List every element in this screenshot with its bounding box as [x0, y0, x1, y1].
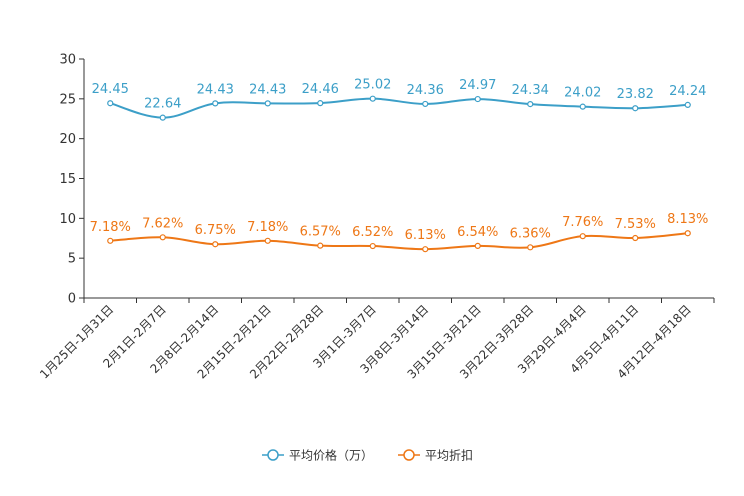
series-layer: 24.45 22.64 24.43 24.43 24.46 25.02 24.36 24.97… — [90, 78, 708, 253]
legend-marker-icon — [267, 449, 279, 461]
y-tick-label: 15 — [59, 172, 76, 187]
data-label: 23.82 — [617, 87, 654, 102]
x-tick-label: 1月25日-1月31日 — [37, 302, 116, 381]
data-point — [317, 242, 324, 249]
data-point — [369, 242, 376, 250]
data-label: 7.18% — [247, 220, 288, 235]
data-label: 7.18% — [90, 220, 131, 235]
data-label: 24.36 — [407, 83, 444, 98]
data-point — [527, 244, 534, 251]
chart-legend[interactable]: 平均价格（万） 平均折扣 — [262, 448, 473, 463]
y-tick-label: 0 — [68, 292, 76, 307]
data-point — [579, 103, 586, 110]
y-tick-label: 30 — [59, 53, 76, 68]
data-point — [369, 95, 376, 102]
data-label: 22.64 — [144, 97, 181, 112]
data-label: 6.52% — [352, 225, 393, 240]
series-avg-discount: 7.18% 7.62% 6.75% 7.18% 6.57% 6.52% 6.13% 6.54%… — [90, 212, 708, 253]
data-point — [422, 100, 429, 108]
legend-label: 平均折扣 — [425, 448, 473, 463]
data-label: 24.43 — [197, 82, 234, 97]
data-label: 6.36% — [510, 226, 551, 241]
data-label: 24.24 — [669, 84, 706, 99]
legend-item-avg-discount[interactable]: 平均折扣 — [398, 448, 473, 463]
data-point — [107, 237, 114, 244]
data-point — [212, 241, 219, 248]
data-label: 24.43 — [249, 82, 286, 97]
data-label: 7.53% — [615, 217, 656, 232]
data-label: 6.54% — [457, 225, 498, 240]
legend-item-avg-price[interactable]: 平均价格（万） — [262, 448, 373, 463]
data-point — [159, 114, 166, 121]
data-label: 25.02 — [354, 78, 391, 93]
data-point — [107, 100, 114, 107]
data-label: 24.02 — [564, 86, 601, 101]
data-point — [264, 237, 271, 244]
series-line — [109, 97, 688, 119]
series-avg-price: 24.45 22.64 24.43 24.43 24.46 25.02 24.36 24.97… — [92, 78, 706, 121]
y-tick-label: 25 — [59, 92, 76, 107]
data-point — [632, 234, 639, 242]
data-label: 24.45 — [92, 82, 129, 97]
data-point — [474, 95, 481, 103]
data-point — [212, 100, 219, 107]
data-label: 7.62% — [142, 216, 183, 231]
data-label: 6.75% — [195, 223, 236, 238]
data-label: 24.46 — [302, 82, 339, 97]
data-point — [317, 100, 324, 107]
data-point — [159, 234, 166, 241]
series-line — [110, 232, 688, 251]
data-point — [684, 101, 691, 108]
y-tick-label: 10 — [59, 212, 76, 227]
y-tick-label: 20 — [59, 132, 76, 147]
data-point — [422, 246, 429, 253]
data-label: 6.57% — [300, 225, 341, 240]
data-label: 24.34 — [512, 83, 549, 98]
y-tick-label: 5 — [68, 252, 76, 267]
data-point — [474, 242, 481, 249]
data-point — [527, 100, 534, 108]
data-point — [684, 230, 691, 237]
chart-axes: 0510152025301月25日-1月31日2月1日-2月7日2月8日-2月1… — [37, 53, 715, 382]
legend-marker-icon — [403, 449, 415, 461]
legend-label: 平均价格（万） — [289, 448, 373, 463]
data-point — [632, 105, 639, 112]
data-label: 24.97 — [459, 78, 496, 93]
data-point — [264, 100, 271, 107]
data-point — [579, 233, 586, 240]
data-label: 6.13% — [405, 228, 446, 243]
data-label: 8.13% — [667, 212, 708, 227]
data-label: 7.76% — [562, 215, 603, 230]
